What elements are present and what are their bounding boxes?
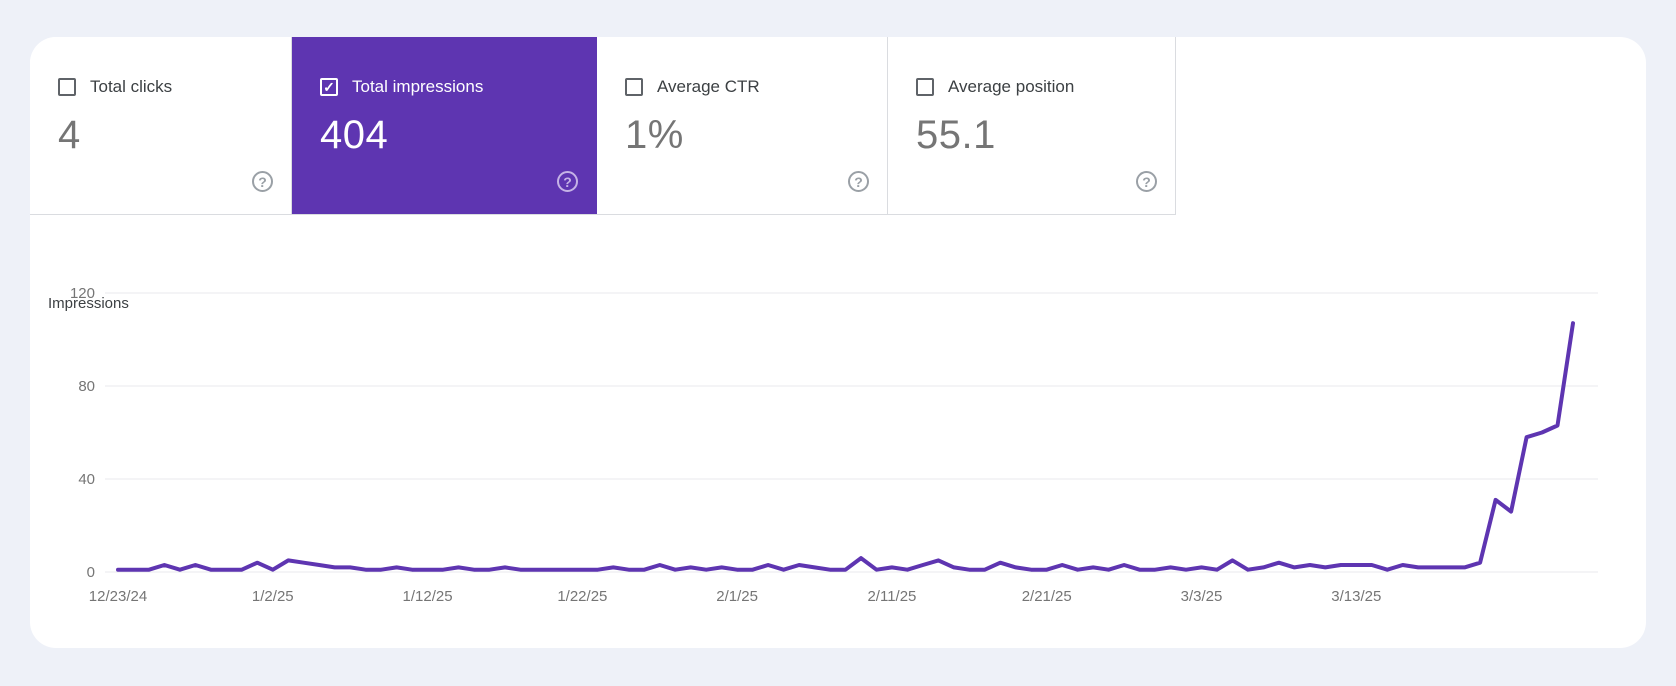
y-tick-label: 120 bbox=[70, 285, 95, 302]
metric-label: Average CTR bbox=[657, 77, 760, 96]
metric-label: Total clicks bbox=[90, 77, 173, 96]
metric-value: 1% bbox=[625, 113, 684, 157]
x-tick-label: 1/12/25 bbox=[403, 588, 453, 605]
card-header: Average CTR bbox=[625, 77, 887, 97]
y-tick-label: 40 bbox=[78, 471, 95, 488]
metric-card-average-ctr[interactable]: Average CTR 1% ? bbox=[597, 37, 888, 214]
chart-axis-title: Impressions bbox=[48, 295, 129, 312]
metric-label: Average position bbox=[948, 77, 1075, 96]
help-icon[interactable]: ? bbox=[848, 171, 869, 192]
x-tick-label: 3/13/25 bbox=[1331, 588, 1381, 605]
chart-section: Impressions 0 40 80 120 12/23/24 1/2/25 1/12/2… bbox=[30, 262, 1646, 622]
checkbox-icon[interactable] bbox=[625, 78, 643, 96]
x-tick-label: 12/23/24 bbox=[89, 588, 147, 605]
impressions-chart[interactable]: 0 40 80 120 12/23/24 1/2/25 1/12/25 1/22/25 2/1/… bbox=[30, 262, 1646, 622]
help-icon[interactable]: ? bbox=[557, 171, 578, 192]
x-tick-label: 1/22/25 bbox=[557, 588, 607, 605]
metric-card-average-position[interactable]: Average position 55.1 ? bbox=[888, 37, 1176, 214]
help-icon[interactable]: ? bbox=[252, 171, 273, 192]
y-tick-label: 0 bbox=[87, 564, 95, 581]
checkbox-icon[interactable] bbox=[916, 78, 934, 96]
performance-panel: Total clicks 4 ? ✓ Total impressions 404… bbox=[30, 37, 1646, 648]
metric-label: Total impressions bbox=[352, 77, 484, 96]
x-tick-label: 1/2/25 bbox=[252, 588, 294, 605]
metric-card-total-clicks[interactable]: Total clicks 4 ? bbox=[30, 37, 292, 214]
metric-card-total-impressions[interactable]: ✓ Total impressions 404 ? bbox=[292, 37, 597, 214]
x-tick-label: 2/21/25 bbox=[1022, 588, 1072, 605]
metric-value: 4 bbox=[58, 113, 81, 157]
x-tick-label: 3/3/25 bbox=[1181, 588, 1223, 605]
metrics-row: Total clicks 4 ? ✓ Total impressions 404… bbox=[30, 37, 1176, 215]
checkbox-icon[interactable]: ✓ bbox=[320, 78, 338, 96]
help-icon[interactable]: ? bbox=[1136, 171, 1157, 192]
card-header: Average position bbox=[916, 77, 1175, 97]
x-tick-label: 2/11/25 bbox=[867, 588, 916, 605]
y-tick-label: 80 bbox=[78, 378, 95, 395]
card-header: ✓ Total impressions bbox=[320, 77, 596, 97]
card-header: Total clicks bbox=[58, 77, 291, 97]
x-tick-label: 2/1/25 bbox=[716, 588, 758, 605]
impressions-series-line bbox=[116, 321, 1575, 572]
metric-value: 55.1 bbox=[916, 113, 996, 157]
metric-value: 404 bbox=[320, 113, 389, 157]
checkbox-icon[interactable] bbox=[58, 78, 76, 96]
